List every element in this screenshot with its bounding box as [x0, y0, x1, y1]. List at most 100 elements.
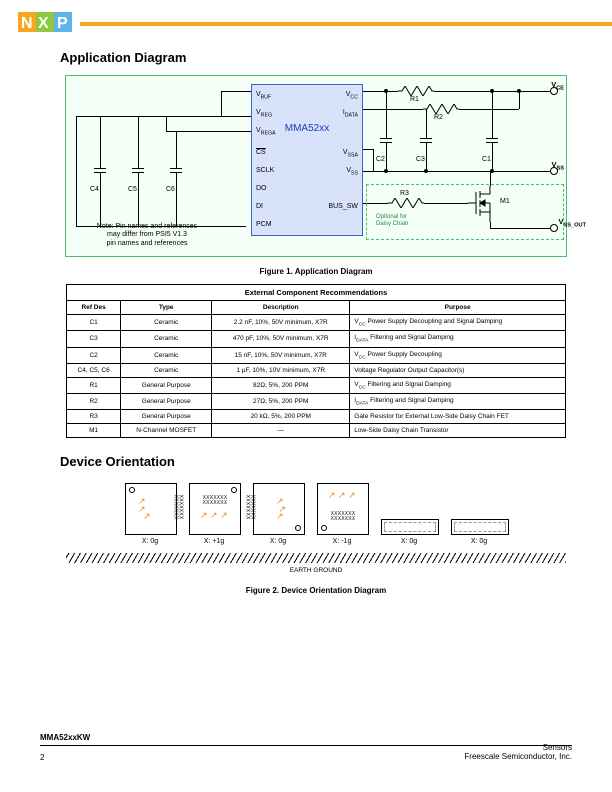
pin-idata: IDATA: [343, 109, 358, 118]
table-row: C1Ceramic2.2 nF, 10%, 50V minimum, X7RVC…: [67, 315, 566, 331]
section-title-application: Application Diagram: [60, 50, 572, 65]
wire: [76, 116, 251, 117]
label-vce: VCE: [551, 80, 564, 92]
capacitor-c5: [132, 156, 144, 185]
resistor-r1: [398, 86, 434, 96]
node: [490, 89, 494, 93]
orientation-label-3: X: 0g: [253, 538, 303, 545]
orientation-label-1: X: 0g: [125, 538, 175, 545]
table-cell: 27Ω, 5%, 200 PPM: [212, 394, 350, 410]
page-number: 2: [40, 753, 44, 762]
node: [424, 169, 428, 173]
table-cell: General Purpose: [121, 410, 212, 424]
table-row: C4, C5, C6Ceramic1 µF, 10%, 10V minimum,…: [67, 363, 566, 377]
wire: [434, 91, 554, 92]
pin-note: Note: Pin names and references may diffe…: [72, 223, 222, 248]
c5-label: C5: [128, 186, 137, 193]
table-cell: C4, C5, C6: [67, 363, 121, 377]
table-cell: IDATA Filtering and Signal Damping: [350, 394, 566, 410]
pin-di: DI: [256, 203, 263, 210]
section-title-orientation: Device Orientation: [60, 454, 572, 469]
orientation-row: ↗↗ ↗ XXXXXXXXXXXXXX X: 0g XXXXXXXXXXXXXX…: [60, 483, 572, 545]
orientation-chip-3: XXXXXXXXXXXXXX ↗ ↗↗ X: 0g: [253, 483, 303, 545]
table-row: R1General Purpose82Ω, 5%, 200 PPMVCC Fil…: [67, 377, 566, 393]
table-cell: C2: [67, 347, 121, 363]
content: Application Diagram C4 C5: [60, 50, 572, 603]
table-cell: General Purpose: [121, 377, 212, 393]
table-row: C2Ceramic15 nF, 10%, 50V minimum, X7RVCC…: [67, 347, 566, 363]
r2-label: R2: [434, 114, 443, 121]
footer-r1: Sensors: [543, 743, 572, 752]
wire: [363, 109, 423, 110]
table-cell: General Purpose: [121, 394, 212, 410]
wire: [221, 91, 251, 92]
table-row: R3General Purpose20 kΩ, 5%, 200 PPMGate …: [67, 410, 566, 424]
optional-label: Optional for Daisy Chain: [376, 214, 408, 227]
table-cell: R3: [67, 410, 121, 424]
pin-vbuf: VBUF: [256, 91, 271, 100]
wire: [176, 131, 177, 156]
table-cell: Ceramic: [121, 331, 212, 347]
c4-label: C4: [90, 186, 99, 193]
pin-vrega: VREGA: [256, 127, 276, 136]
top-rule: [80, 22, 612, 26]
c2-label: C2: [376, 156, 385, 163]
table-cell: 82Ω, 5%, 200 PPM: [212, 377, 350, 393]
wire: [363, 91, 398, 92]
wire: [138, 116, 139, 156]
table-cell: VCC Power Supply Decoupling and Signal D…: [350, 315, 566, 331]
wire: [166, 116, 167, 131]
node: [384, 89, 388, 93]
capacitor-c2: [380, 126, 392, 155]
footer-r2: Freescale Semiconductor, Inc.: [464, 752, 572, 761]
wire: [363, 149, 373, 150]
table-cell: Ceramic: [121, 363, 212, 377]
wire: [519, 91, 520, 109]
application-diagram: C4 C5 C6 MMA52xx VBUF VREG VREGA CS: [65, 75, 567, 257]
figure2-caption: Figure 2. Device Orientation Diagram: [60, 586, 572, 595]
capacitor-c3: [420, 126, 432, 155]
table-row: M1N-Channel MOSFET—Low-Side Daisy Chain …: [67, 424, 566, 438]
table-cell: Ceramic: [121, 315, 212, 331]
pin-vss: VSS: [346, 167, 358, 176]
pin-do: DO: [256, 185, 267, 192]
table-row: C3Ceramic470 pF, 10%, 50V minimum, X7RID…: [67, 331, 566, 347]
table-cell: Low-Side Daisy Chain Transistor: [350, 424, 566, 438]
table-cell: Voltage Regulator Output Capacitor(s): [350, 363, 566, 377]
wire: [100, 184, 101, 226]
resistor-r2: [423, 104, 459, 114]
ic-chip: MMA52xx VBUF VREG VREGA CS SCLK DO DI PC…: [251, 84, 363, 236]
external-components-table: External Component Recommendations Ref D…: [66, 284, 566, 438]
optional-l1: Optional for: [376, 214, 407, 220]
th-purp: Purpose: [350, 301, 566, 315]
orientation-chip-2: XXXXXXXXXXXXXX ↗ ↗ ↗ X: +1g: [189, 483, 239, 545]
optional-l2: Daisy Chain: [376, 221, 408, 227]
th-desc: Description: [212, 301, 350, 315]
nxp-logo: N X P: [18, 10, 74, 36]
table-cell: N-Channel MOSFET: [121, 424, 212, 438]
wire: [426, 109, 427, 126]
wire: [176, 184, 177, 226]
table-cell: —: [212, 424, 350, 438]
table-cell: M1: [67, 424, 121, 438]
table-cell: Ceramic: [121, 347, 212, 363]
table-cell: 470 pF, 10%, 50V minimum, X7R: [212, 331, 350, 347]
th-refdes: Ref Des: [67, 301, 121, 315]
table-cell: C3: [67, 331, 121, 347]
pin-bussw: BUS_SW: [328, 203, 358, 210]
wire: [373, 149, 374, 171]
wire: [166, 131, 251, 132]
table-cell: VCC Power Supply Decoupling: [350, 347, 566, 363]
table-cell: 2.2 nF, 10%, 50V minimum, X7R: [212, 315, 350, 331]
wire: [459, 109, 519, 110]
wire: [386, 91, 387, 126]
capacitor-c1: [486, 126, 498, 155]
capacitor-c6: [170, 156, 182, 185]
table-cell: 1 µF, 10%, 10V minimum, X7R: [212, 363, 350, 377]
orientation-chip-4: ↗ ↗ ↗ XXXXXXXXXXXXXX X: -1g: [317, 483, 367, 545]
table-cell: VCC Filtering and Signal Damping: [350, 377, 566, 393]
orientation-chip-5: X: 0g: [381, 519, 437, 545]
c1-label: C1: [482, 156, 491, 163]
orientation-label-5: X: 0g: [381, 538, 437, 545]
label-vss: VSS: [552, 160, 565, 172]
